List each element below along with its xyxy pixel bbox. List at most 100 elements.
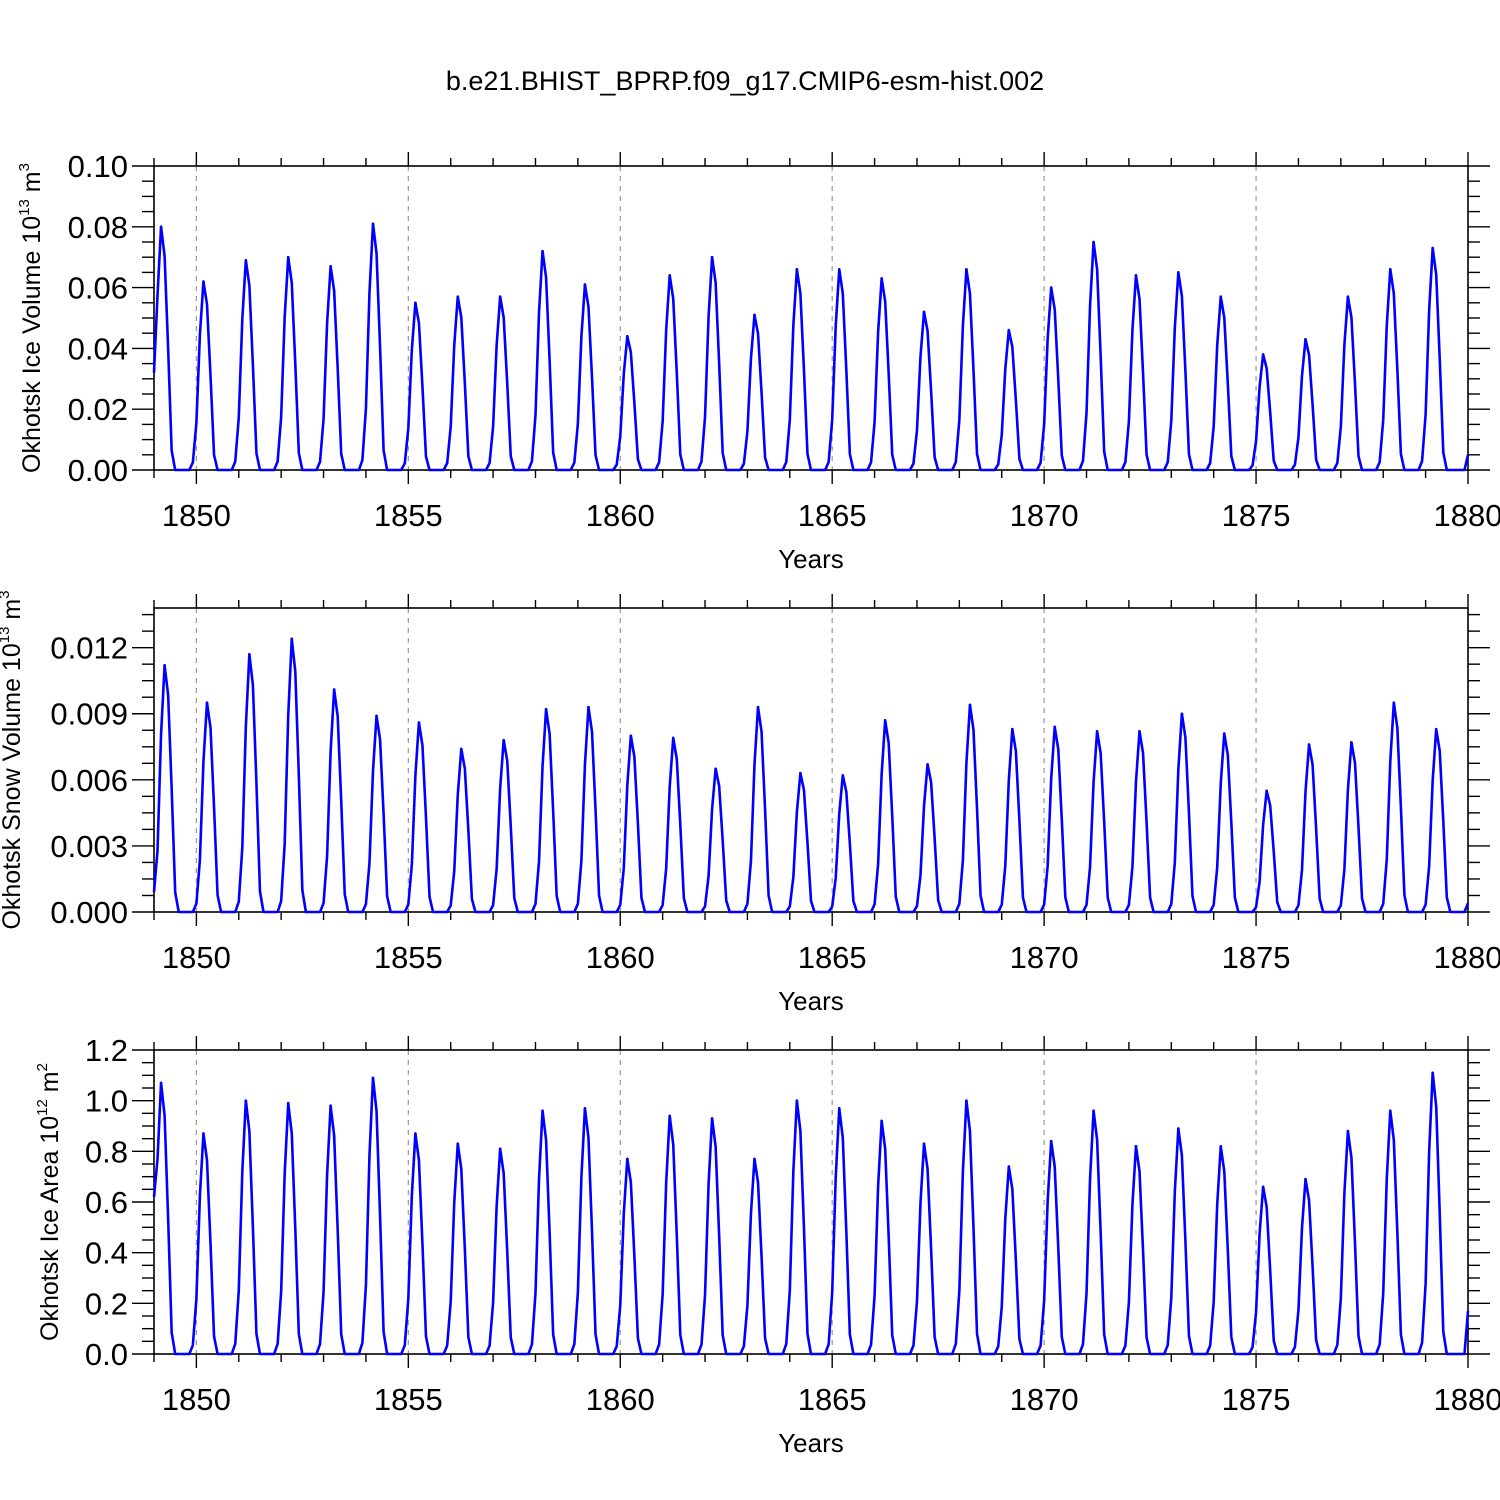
x-tick-label: 1865	[798, 940, 867, 975]
peak-point	[244, 258, 248, 262]
figure-title: b.e21.BHIST_BPRP.f09_g17.CMIP6-esm-hist.…	[446, 66, 1044, 96]
peak-point	[626, 334, 629, 338]
x-axis-label: Years	[778, 986, 844, 1016]
y-axis-label-main: Okhotsk Ice Area 10	[36, 1116, 64, 1341]
x-tick-label: 1875	[1222, 940, 1291, 975]
y-axis-label: Okhotsk Ice Area 1012 m2	[34, 1063, 64, 1341]
x-axis-label: Years	[778, 544, 844, 574]
x-tick-label: 1860	[586, 498, 655, 533]
peak-point	[841, 774, 845, 777]
peak-point	[1095, 730, 1099, 733]
series-line-ice-volume	[152, 222, 1470, 472]
y-tick-label: 0.8	[85, 1134, 128, 1169]
peak-point	[1388, 268, 1392, 271]
x-tick-label: 1880	[1434, 498, 1500, 533]
peak-point	[922, 1142, 926, 1146]
y-tick-label: 1.0	[85, 1084, 128, 1119]
peak-point	[417, 721, 421, 724]
y-axis-label-unit-exp: 2	[34, 1063, 51, 1071]
peak-point	[244, 1099, 248, 1102]
peak-point	[163, 663, 166, 667]
peak-point	[1431, 1071, 1434, 1075]
peak-point	[756, 705, 760, 709]
peak-point	[1180, 712, 1184, 716]
peak-point	[1092, 1109, 1095, 1113]
peak-point	[1346, 295, 1350, 299]
peak-point	[1053, 725, 1057, 729]
x-tick-label: 1865	[798, 498, 867, 533]
peak-point	[1219, 295, 1223, 299]
peak-point	[1134, 274, 1138, 277]
peak-point	[414, 301, 417, 305]
peak-point	[968, 703, 972, 707]
peak-point	[456, 295, 460, 299]
peak-point	[1346, 1129, 1350, 1133]
peak-point	[629, 734, 633, 738]
series-line-snow-volume	[152, 637, 1470, 914]
peak-point	[1388, 1109, 1392, 1113]
peak-point	[668, 1114, 672, 1118]
peak-point	[753, 313, 756, 317]
peak-point	[371, 222, 375, 226]
peak-point	[710, 1117, 714, 1120]
x-tick-label: 1850	[162, 498, 231, 533]
peak-point	[1222, 732, 1226, 735]
y-axis-label-exp: 12	[34, 1099, 51, 1116]
peak-point	[205, 701, 209, 705]
peak-point	[583, 1106, 587, 1110]
y-tick-label: 0.6	[85, 1185, 128, 1220]
peak-point	[1177, 271, 1180, 274]
x-tick-label: 1875	[1222, 498, 1291, 533]
peak-point	[329, 265, 332, 268]
peak-point	[837, 1106, 841, 1110]
x-tick-label: 1855	[374, 940, 443, 975]
x-tick-label: 1870	[1010, 940, 1079, 975]
x-tick-label: 1855	[374, 498, 443, 533]
y-axis-label: Okhotsk Snow Volume 1013 m3	[0, 590, 26, 929]
y-tick-label: 0.003	[50, 829, 128, 864]
x-tick-label: 1880	[1434, 1382, 1500, 1417]
x-tick-label: 1870	[1010, 498, 1079, 533]
peak-point	[498, 295, 502, 299]
peak-point	[587, 705, 590, 709]
peak-point	[880, 277, 883, 280]
peak-point	[714, 767, 717, 771]
peak-point	[202, 1132, 205, 1135]
y-tick-label: 0.04	[68, 331, 128, 366]
peak-point	[668, 274, 672, 277]
peak-point	[1007, 1165, 1011, 1168]
y-tick-label: 1.2	[85, 1033, 128, 1068]
peak-point	[541, 249, 544, 253]
peak-point	[460, 747, 463, 751]
panel-snow-volume: 1850 1855 1860 1865 1870 1875 1880 0.000 0.003 0.…	[0, 590, 1500, 1016]
peak-point	[880, 1119, 883, 1123]
y-axis-label-unit-exp: 3	[0, 590, 13, 598]
peak-point	[626, 1157, 629, 1161]
x-tick-label: 1875	[1222, 1382, 1291, 1417]
x-tick-label: 1870	[1010, 1382, 1079, 1417]
panel-ice-volume: 1850 1855 1860 1865 1870 1875 1880 0.00 0.02 0.04…	[16, 149, 1500, 574]
x-tick-label: 1860	[586, 1382, 655, 1417]
peak-point	[159, 1081, 163, 1085]
peak-point	[456, 1142, 460, 1146]
y-tick-label: 0.06	[68, 271, 128, 306]
peak-point	[290, 637, 294, 641]
x-tick-label: 1850	[162, 1382, 231, 1417]
peak-point	[922, 310, 926, 314]
peak-point	[248, 652, 251, 656]
y-axis-label-exp: 13	[16, 199, 33, 216]
peak-point	[1261, 353, 1265, 356]
y-axis-label-exp: 13	[0, 627, 13, 644]
y-tick-label: 0.006	[50, 763, 128, 798]
y-axis-label-unit: m	[18, 171, 46, 199]
x-tick-label: 1865	[798, 1382, 867, 1417]
x-tick-label: 1880	[1434, 940, 1500, 975]
plot-frame	[153, 607, 1469, 913]
y-axis-label: Okhotsk Ice Volume 1013 m3	[16, 163, 46, 473]
y-tick-label: 0.000	[50, 895, 128, 930]
peak-point	[159, 225, 163, 229]
y-tick-label: 0.00	[68, 453, 128, 488]
peak-point	[1434, 727, 1438, 731]
peak-point	[799, 771, 802, 775]
peak-point	[1007, 328, 1011, 332]
